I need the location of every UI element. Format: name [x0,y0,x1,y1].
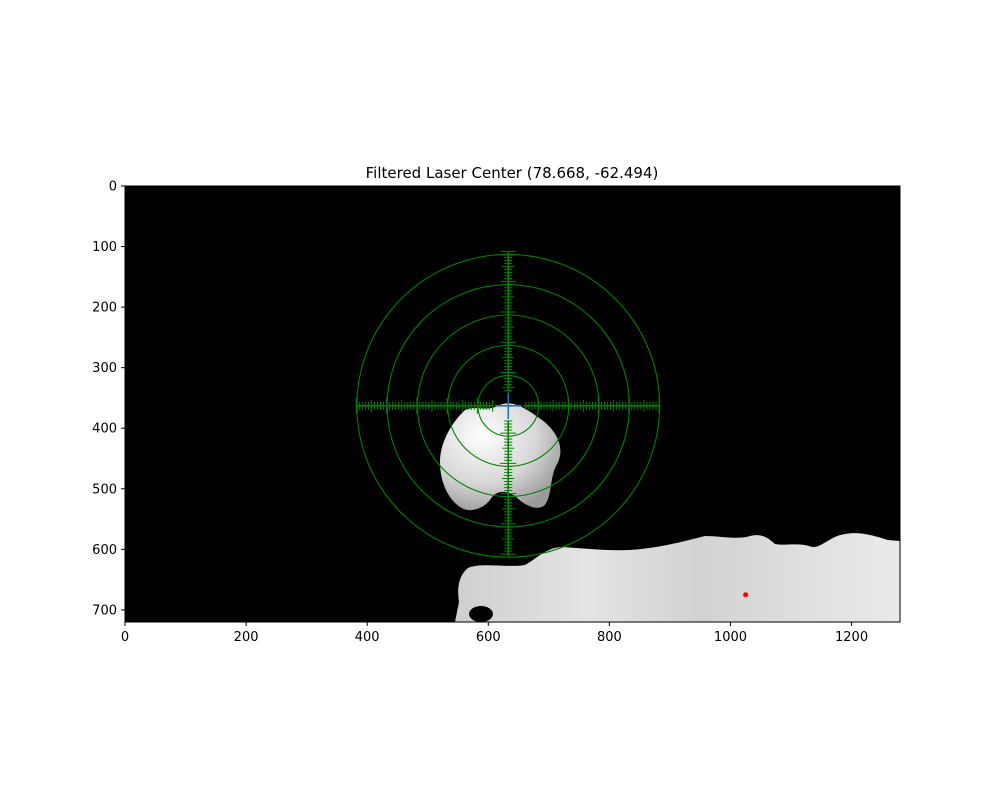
center-marker [494,392,522,420]
x-axis: 0 200 400 600 800 1000 1200 [121,622,868,645]
y-tick-label: 600 [92,543,117,558]
y-axis: 0 100 200 300 400 500 600 700 [92,180,125,618]
x-tick-label: 600 [476,630,501,645]
y-tick-label: 100 [92,240,117,255]
red-point [743,592,749,598]
chart-title: Filtered Laser Center (78.668, -62.494) [366,164,659,182]
y-tick-label: 400 [92,422,117,437]
lower-hole [469,606,493,622]
x-tick-label: 1000 [714,630,747,645]
x-tick-label: 0 [121,630,129,645]
upper-blob [440,403,561,511]
x-tick-label: 400 [355,630,380,645]
lower-blob [455,533,900,622]
reticle [355,250,661,558]
axes-frame [124,185,901,623]
y-tick-label: 700 [92,603,117,618]
x-tick-label: 1200 [835,630,868,645]
y-tick-label: 500 [92,482,117,497]
plot-area [125,186,900,622]
y-tick-label: 300 [92,361,117,376]
x-tick-label: 200 [234,630,259,645]
x-tick-label: 800 [597,630,622,645]
y-tick-label: 200 [92,301,117,316]
y-tick-label: 0 [109,180,117,195]
